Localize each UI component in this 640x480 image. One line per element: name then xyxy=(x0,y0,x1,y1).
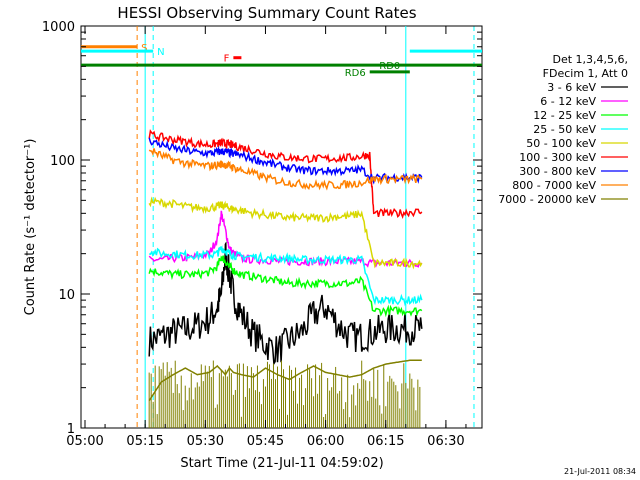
series-line xyxy=(148,129,423,220)
y-axis-label: Count Rate (s⁻¹ detector⁻¹) xyxy=(23,139,38,316)
y-tick-label: 10 xyxy=(58,288,75,303)
legend-label: 6 - 12 keV xyxy=(540,95,596,108)
flag-label: RD6 xyxy=(345,68,366,79)
timestamp: 21-Jul-2011 08:34 xyxy=(564,467,636,476)
legend-header-line-2: FDecim 1, Att 0 xyxy=(543,67,628,80)
y-axis-ticks: 1 10 100 1000 xyxy=(42,20,482,437)
series-line xyxy=(148,245,423,307)
series-lines xyxy=(148,129,423,428)
x-axis-label: Start Time (21-Jul-11 04:59:02) xyxy=(180,456,383,471)
series-line xyxy=(148,196,423,270)
series-line xyxy=(148,137,423,185)
flag-label: RD0 xyxy=(379,61,400,72)
x-axis-ticks: 05:00 05:15 05:30 05:45 06:00 06:15 06:30 xyxy=(66,26,467,449)
flag-label: N xyxy=(157,47,164,58)
x-tick-label: 05:00 xyxy=(66,434,103,449)
legend-label: 50 - 100 keV xyxy=(526,137,596,150)
y-tick-label: 1000 xyxy=(42,20,75,35)
legend-label: 3 - 6 keV xyxy=(547,81,596,94)
y-tick-label: 1 xyxy=(67,422,75,437)
flag-label: S xyxy=(141,43,147,54)
x-tick-label: 06:15 xyxy=(367,434,404,449)
vertical-markers xyxy=(136,26,475,428)
y-tick-label: 100 xyxy=(50,154,75,169)
x-tick-label: 05:30 xyxy=(187,434,224,449)
legend-label: 800 - 7000 keV xyxy=(512,179,596,192)
flag-bars: S N F RD0 RD6 xyxy=(81,43,482,79)
chart-title: HESSI Observing Summary Count Rates xyxy=(117,4,416,22)
legend: Det 1,3,4,5,6, FDecim 1, Att 0 3 - 6 keV… xyxy=(498,53,628,206)
legend-label: 100 - 300 keV xyxy=(519,151,596,164)
legend-label: 7000 - 20000 keV xyxy=(498,193,596,206)
series-line xyxy=(148,148,423,191)
legend-label: 12 - 25 keV xyxy=(533,109,596,122)
series-line xyxy=(148,241,423,366)
legend-label: 25 - 50 keV xyxy=(533,123,596,136)
x-tick-label: 06:30 xyxy=(427,434,464,449)
legend-label: 300 - 800 keV xyxy=(519,165,596,178)
x-tick-label: 05:15 xyxy=(126,434,163,449)
x-tick-label: 05:45 xyxy=(247,434,284,449)
legend-header-line-1: Det 1,3,4,5,6, xyxy=(552,53,628,66)
series-line xyxy=(148,255,423,318)
flag-label: F xyxy=(224,54,230,65)
x-tick-label: 06:00 xyxy=(307,434,344,449)
